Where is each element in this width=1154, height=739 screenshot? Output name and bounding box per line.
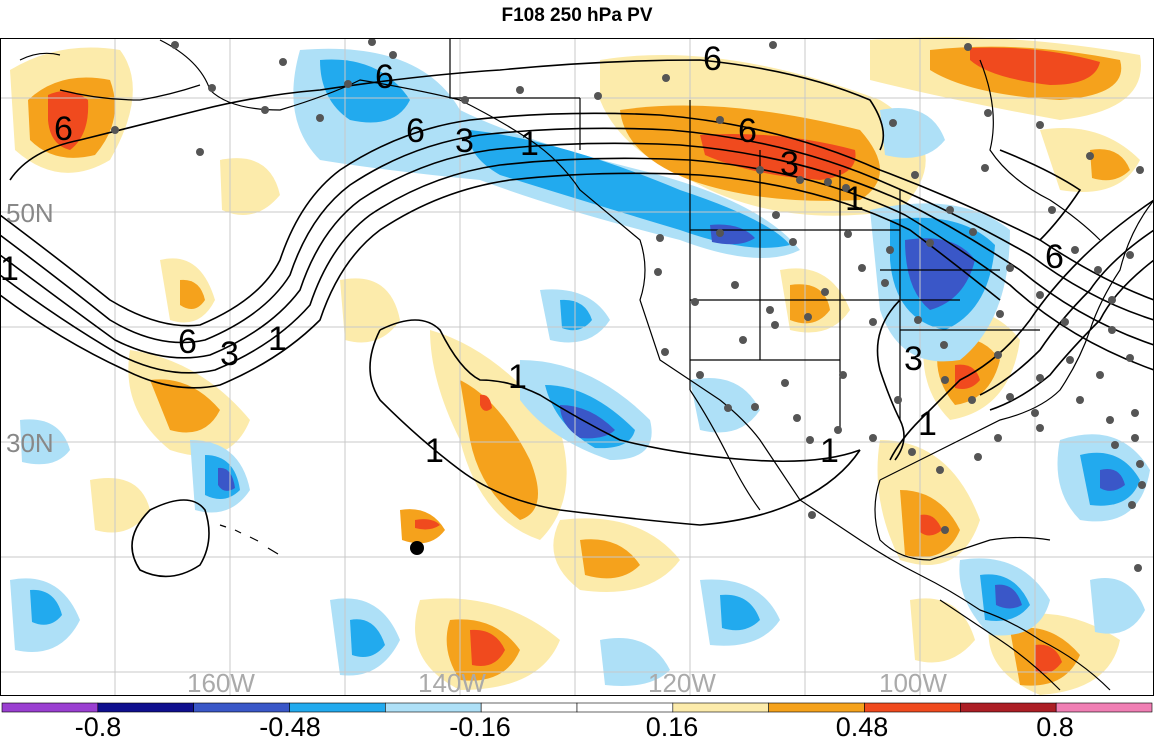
contour-label: 6	[406, 112, 425, 150]
colorbar-swatch	[864, 702, 961, 713]
contour-label: 1	[508, 358, 527, 396]
lon-label-140w: 140W	[418, 668, 486, 698]
contour-label: 6	[54, 110, 73, 148]
colorbar-swatch	[480, 702, 578, 713]
colorbar-swatch	[1, 702, 99, 713]
contour-label: 1	[520, 125, 539, 163]
contour-label: 1	[0, 250, 19, 288]
colorbar-swatch	[1055, 702, 1153, 713]
colorbar-swatch	[97, 702, 194, 713]
contour-label: 3	[780, 145, 799, 183]
colorbar-swatch	[672, 702, 769, 713]
contour-label: 3	[904, 340, 923, 378]
lon-label-120w: 120W	[648, 668, 716, 698]
station-dots	[111, 38, 1146, 572]
colorbar-tick-label: -0.16	[449, 712, 511, 739]
contour-label: 6	[375, 58, 394, 96]
colorbar-swatch	[576, 702, 674, 713]
colorbar-tick-label: -0.8	[75, 712, 122, 739]
colorbar-labels: -0.8 -0.48 -0.16 0.16 0.48 0.8	[75, 712, 1074, 739]
pv-shading	[10, 37, 1150, 695]
contour-label: 1	[425, 432, 444, 470]
contour-label: 1	[845, 180, 864, 218]
contour-label: 6	[1045, 238, 1064, 276]
colorbar-tick-label: 0.8	[1036, 712, 1074, 739]
contour-label: 1	[820, 432, 839, 470]
contour-label: 3	[455, 122, 474, 160]
lon-label-100w: 100W	[879, 668, 947, 698]
lon-label-160w: 160W	[187, 668, 255, 698]
colorbar-swatch	[768, 702, 865, 713]
map-title: F108 250 hPa PV	[501, 5, 653, 26]
colorbar-tick-label: 0.48	[836, 712, 889, 739]
contour-label: 6	[738, 112, 757, 150]
marker-dot	[410, 541, 424, 555]
contour-label: 1	[918, 405, 937, 443]
colorbar-swatch	[385, 702, 482, 713]
colorbar-tick-label: -0.48	[259, 712, 321, 739]
pv-contours	[0, 59, 1154, 578]
contour-label: 3	[220, 335, 239, 373]
lat-label-30n: 30N	[6, 428, 54, 458]
contour-label: 1	[268, 320, 287, 358]
contour-label: 6	[178, 323, 197, 361]
contour-label: 6	[703, 40, 722, 78]
colorbar-swatch	[960, 702, 1057, 713]
colorbar-tick-label: 0.16	[646, 712, 699, 739]
colorbar-swatch	[289, 702, 386, 713]
colorbar	[1, 702, 1153, 713]
colorbar-swatch	[193, 702, 290, 713]
lat-lon-grid	[0, 38, 1154, 696]
contour-label-group: 6 6 6 3 1 6 3 1 6 3 1 6 1 1 1 1 3 1 6	[0, 40, 1064, 470]
lat-label-50n: 50N	[6, 198, 54, 228]
